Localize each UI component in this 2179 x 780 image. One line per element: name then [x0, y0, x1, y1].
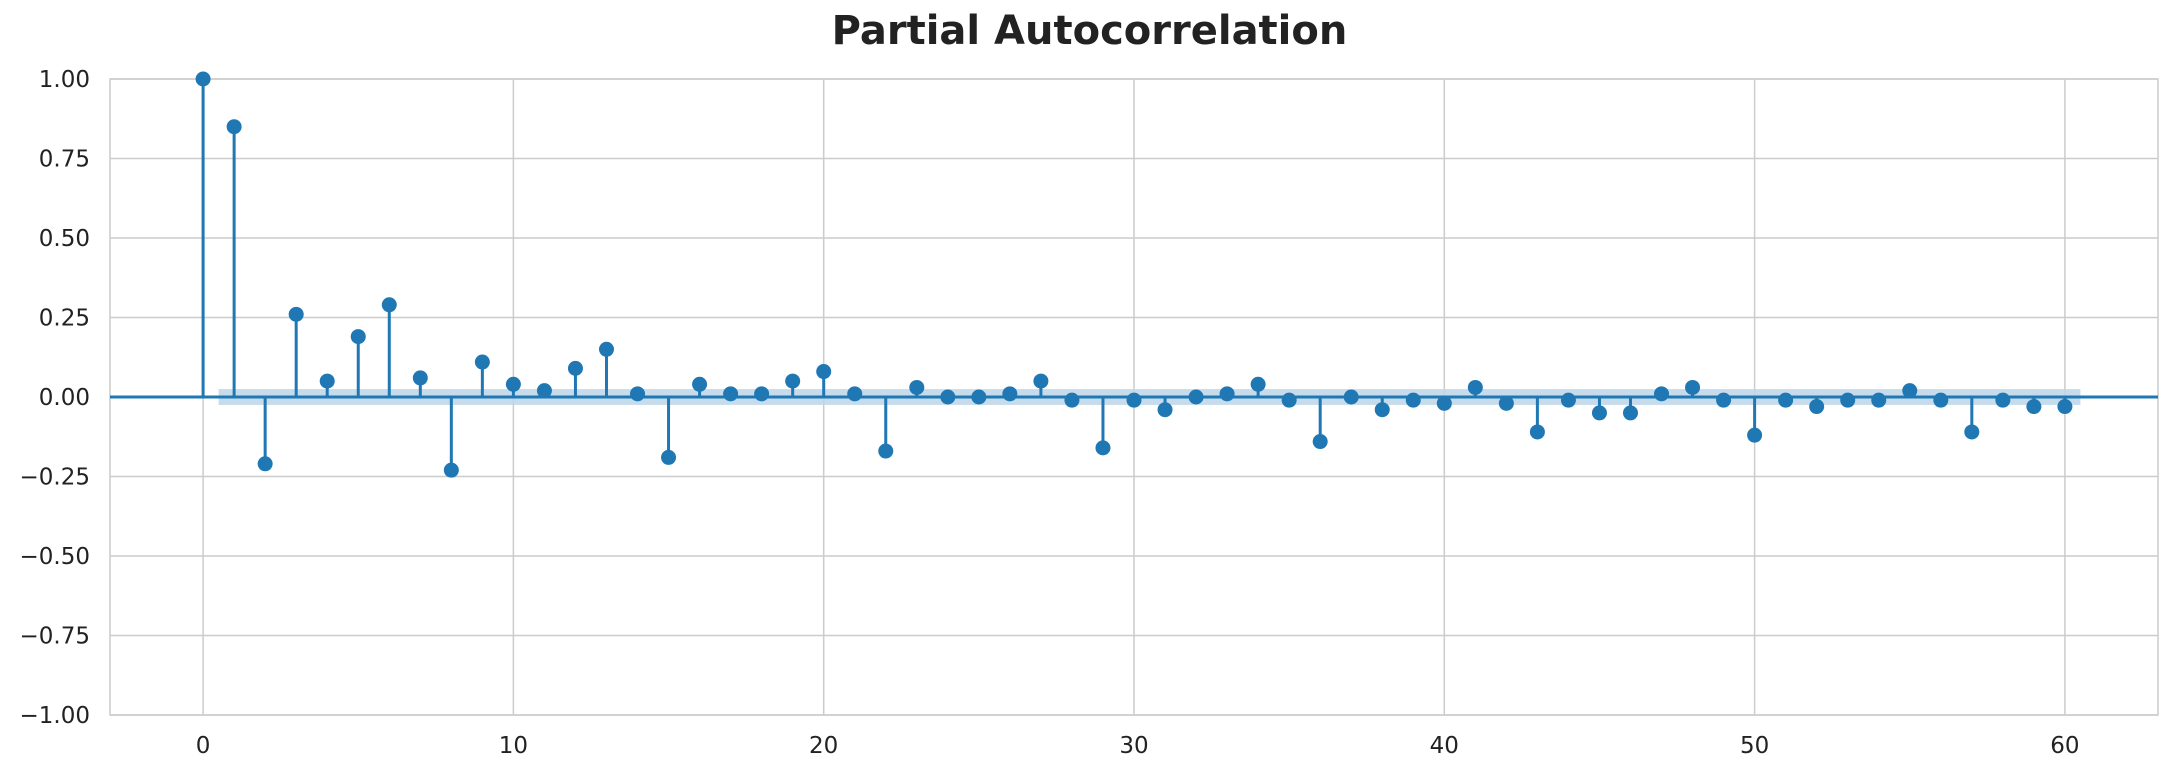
stem-marker	[971, 389, 987, 405]
stem-marker	[940, 389, 956, 405]
stem-marker	[723, 386, 739, 402]
stem-marker	[1405, 392, 1421, 408]
stem-marker	[1933, 392, 1949, 408]
stem-marker	[226, 119, 242, 135]
y-tick-label: 0.00	[39, 385, 90, 411]
stem-marker	[1902, 383, 1918, 399]
stem-marker	[1002, 386, 1018, 402]
stem-marker	[1467, 379, 1483, 395]
stem-marker	[1498, 395, 1514, 411]
stem-marker	[630, 386, 646, 402]
stem-marker	[1436, 395, 1452, 411]
stem-marker	[536, 383, 552, 399]
stem-marker	[878, 443, 894, 459]
y-tick-label: −0.50	[20, 544, 90, 570]
stem-marker	[319, 373, 335, 389]
stem-marker	[816, 364, 832, 380]
stem-marker	[598, 341, 614, 357]
stem-marker	[1529, 424, 1545, 440]
stem-marker	[754, 386, 770, 402]
stem-marker	[288, 306, 304, 322]
stem-marker	[1964, 424, 1980, 440]
stem-marker	[1995, 392, 2011, 408]
stem-marker	[1654, 386, 1670, 402]
y-tick-label: −0.75	[20, 624, 90, 650]
stem-marker	[661, 449, 677, 465]
stem-marker	[1871, 392, 1887, 408]
stem-marker	[909, 379, 925, 395]
stem-marker	[1064, 392, 1080, 408]
stem-marker	[1157, 402, 1173, 418]
y-tick-label: 0.25	[39, 306, 90, 332]
stem-marker	[1188, 389, 1204, 405]
chart-title: Partial Autocorrelation	[831, 8, 1348, 54]
x-tick-label: 50	[1740, 733, 1769, 759]
x-tick-label: 10	[499, 733, 528, 759]
stem-marker	[2026, 399, 2042, 415]
stem-marker	[1095, 440, 1111, 456]
stem-marker	[443, 462, 459, 478]
y-tick-label: −0.25	[20, 465, 90, 491]
stem-marker	[1560, 392, 1576, 408]
stem-marker	[1374, 402, 1390, 418]
stem-marker	[1840, 392, 1856, 408]
y-tick-label: 0.75	[39, 147, 90, 173]
stem-marker	[785, 373, 801, 389]
stem-marker	[1033, 373, 1049, 389]
stem-marker	[1343, 389, 1359, 405]
x-tick-label: 0	[196, 733, 211, 759]
stem-marker	[474, 354, 490, 370]
y-tick-label: 0.50	[39, 226, 90, 252]
stem-marker	[1747, 427, 1763, 443]
x-tick-label: 20	[809, 733, 838, 759]
stem-marker	[692, 376, 708, 392]
stem-marker	[350, 329, 366, 345]
x-tick-label: 40	[1430, 733, 1459, 759]
y-tick-label: 1.00	[39, 67, 90, 93]
stem-marker	[412, 370, 428, 386]
stem-marker	[1126, 392, 1142, 408]
stem-marker	[1312, 434, 1328, 450]
stem-marker	[381, 297, 397, 313]
stem-marker	[195, 71, 211, 87]
stem-marker	[1622, 405, 1638, 421]
stem-marker	[567, 360, 583, 376]
stem-marker	[1219, 386, 1235, 402]
stem-marker	[847, 386, 863, 402]
x-tick-label: 60	[2050, 733, 2079, 759]
stem-marker	[505, 376, 521, 392]
stem-marker	[1778, 392, 1794, 408]
stem-marker	[1250, 376, 1266, 392]
stem-marker	[257, 456, 273, 472]
stem-marker	[1281, 392, 1297, 408]
y-tick-label: −1.00	[20, 703, 90, 729]
stem-marker	[1591, 405, 1607, 421]
stem-marker	[1809, 399, 1825, 415]
stem-marker	[1716, 392, 1732, 408]
x-tick-label: 30	[1119, 733, 1148, 759]
stem-marker	[1685, 379, 1701, 395]
stem-marker	[2057, 399, 2073, 415]
